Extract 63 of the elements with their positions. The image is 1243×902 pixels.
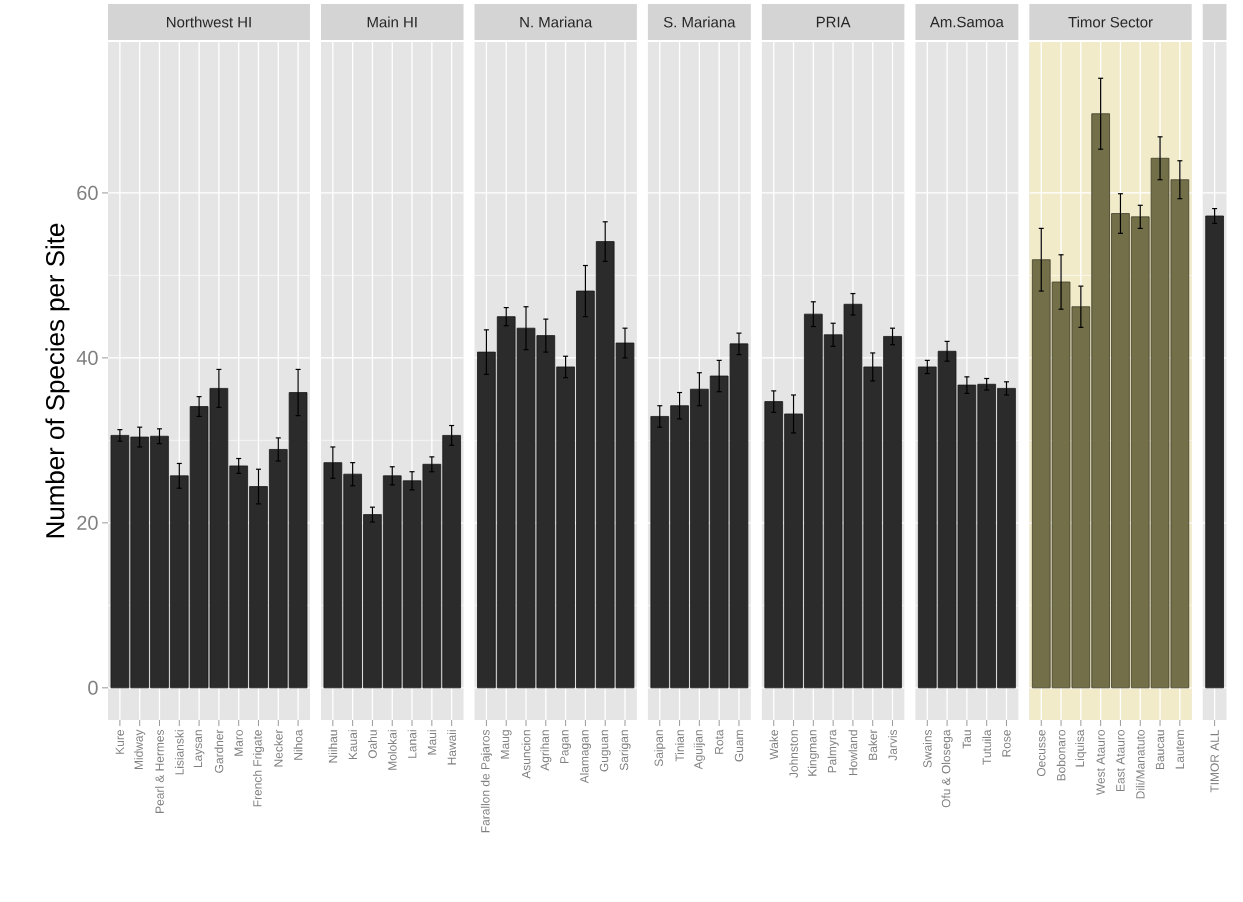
- x-tick-label: Tutuila: [982, 729, 992, 765]
- x-tick-label: Pearl & Hermes: [155, 729, 164, 813]
- x-tick-label: Lautem: [1175, 730, 1185, 769]
- x-tick-label: Tau: [962, 730, 972, 749]
- x-tick-label: Rose: [1002, 730, 1011, 757]
- x-tick-label: Palmyra: [827, 729, 839, 773]
- x-tick-label: Sarigan: [619, 730, 631, 771]
- x-tick-label: Maui: [427, 730, 437, 755]
- x-tick-label: Agrihan: [540, 730, 552, 771]
- x-tick-label: Oahu: [368, 730, 377, 759]
- x-tick-label: Kure: [115, 730, 125, 754]
- x-tick-label: Farallon de Pajaros: [480, 729, 492, 833]
- y-tick-label: 20: [77, 515, 98, 530]
- chart-title: Northwest HI: [167, 16, 251, 28]
- x-tick-label: East Atauro: [1116, 730, 1125, 791]
- x-tick-label: Tinian: [675, 730, 684, 762]
- x-tick-label: Molokai: [387, 730, 397, 770]
- chart-title: Main HI: [367, 16, 417, 28]
- x-tick-label: West Atauro: [1096, 730, 1105, 796]
- x-tick-label: Johnston: [789, 730, 798, 778]
- x-tick-label: Asuncion: [521, 730, 531, 779]
- x-tick-label: Midway: [134, 729, 146, 770]
- x-tick-label: Dili/Manatuto: [1135, 730, 1145, 799]
- x-tick-label: Swains: [922, 729, 932, 768]
- chart-title: Timor Sector: [1068, 16, 1153, 28]
- x-tick-label: Laysan: [193, 730, 205, 768]
- x-tick-label: Lisianski: [174, 730, 184, 775]
- chart-title: PRIA: [816, 16, 851, 28]
- chart-title: S. Mariana: [663, 16, 736, 28]
- x-tick-label: Howland: [848, 730, 858, 776]
- x-tick-label: Ofu & Olosega: [941, 729, 953, 808]
- x-tick-label: Maro: [234, 730, 243, 756]
- x-tick-label: Lanai: [407, 730, 417, 758]
- x-tick-label: TIMOR ALL: [1210, 729, 1219, 793]
- x-tick-label: Bobonaro: [1056, 730, 1066, 781]
- x-tick-label: Pagan: [560, 730, 571, 764]
- x-tick-label: Oecusse: [1037, 730, 1046, 777]
- x-tick-label: Saipan: [654, 730, 666, 767]
- x-tick-label: Kingman: [807, 730, 819, 776]
- y-tick-label: 60: [77, 185, 98, 200]
- x-tick-label: Baker: [868, 729, 878, 760]
- chart-title: Am.Samoa: [929, 16, 1004, 28]
- x-tick-label: Gardner: [214, 729, 224, 773]
- x-tick-label: Niihau: [328, 730, 338, 763]
- x-tick-label: French Frigate: [252, 730, 265, 807]
- x-tick-label: Rota: [715, 729, 724, 754]
- x-tick-label: Liquisa: [1075, 729, 1087, 767]
- x-tick-label: Necker: [273, 729, 283, 767]
- x-tick-label: Baucau: [1155, 730, 1165, 770]
- y-axis-title: Number of Species per Site: [45, 223, 70, 538]
- x-tick-label: Hawaii: [447, 730, 457, 765]
- x-tick-label: Guguan: [599, 730, 611, 772]
- x-tick-label: Kauai: [348, 730, 358, 760]
- x-tick-label: Wake: [769, 730, 779, 760]
- x-tick-label: Aguijan: [693, 730, 705, 770]
- x-tick-label: Alamagan: [579, 730, 591, 784]
- y-tick-label: 40: [76, 350, 98, 365]
- x-tick-label: Jarvis: [888, 729, 897, 761]
- y-tick-label: 0: [88, 680, 98, 695]
- x-tick-label: Nihoa: [293, 729, 303, 760]
- chart-title: N. Mariana: [520, 16, 593, 28]
- x-tick-label: Maug: [500, 730, 512, 759]
- x-tick-label: Guam: [734, 730, 744, 762]
